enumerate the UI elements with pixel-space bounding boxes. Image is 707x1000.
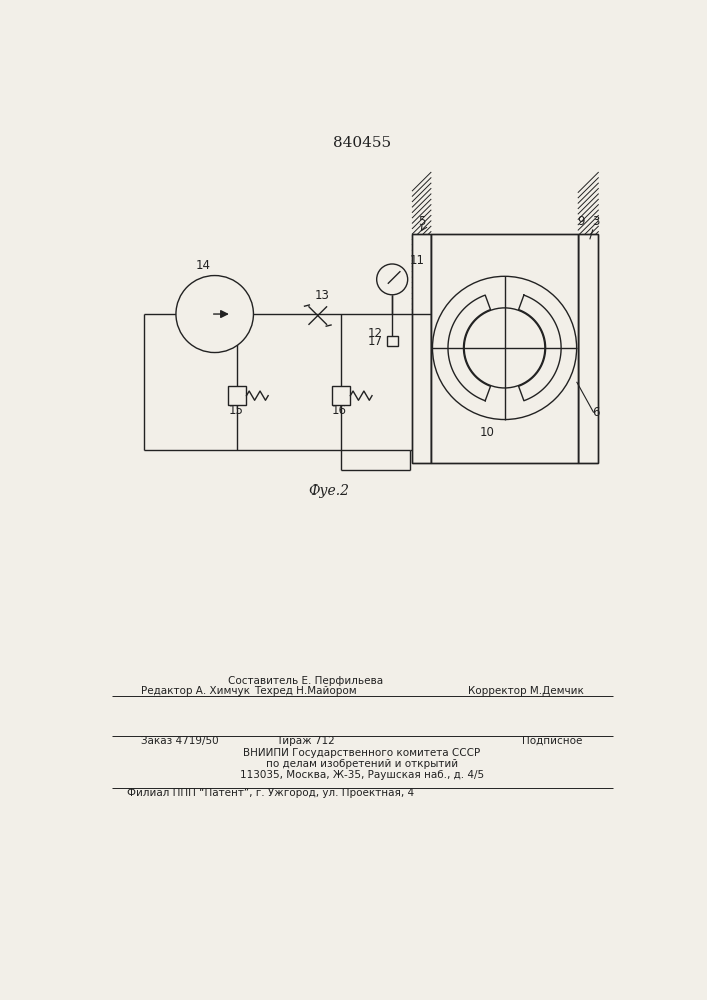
Text: 3: 3 [592,215,600,228]
Bar [578,234,598,463]
Text: по делам изобретений и открытий: по делам изобретений и открытий [266,759,458,769]
Text: 5: 5 [418,215,426,228]
Text: Заказ 4719/50: Заказ 4719/50 [141,736,218,746]
Text: 10: 10 [480,426,495,439]
Text: Техред Н.Майором: Техред Н.Майором [254,686,357,696]
Text: Редактор А. Химчук: Редактор А. Химчук [141,686,250,696]
Text: Корректор М.Демчик: Корректор М.Демчик [468,686,584,696]
Text: 16: 16 [332,404,347,417]
Bar [332,386,351,405]
Text: 14: 14 [196,259,211,272]
Bar [412,234,431,463]
Text: 840455: 840455 [333,136,391,150]
Text: Фуе.2: Фуе.2 [308,484,349,498]
Bar [412,234,431,463]
Text: 6: 6 [592,406,600,419]
Text: Составитель Е. Перфильева: Составитель Е. Перфильева [228,676,383,686]
Text: Филиал ППП “Патент”, г. Ужгород, ул. Проектная, 4: Филиал ППП “Патент”, г. Ужгород, ул. Про… [127,788,414,798]
Text: 9: 9 [578,215,585,228]
Text: 11: 11 [409,254,424,267]
Text: 13: 13 [314,289,329,302]
Bar [431,234,578,463]
Text: 12: 12 [368,327,383,340]
Text: Подписное: Подписное [522,736,583,746]
Bar [228,386,247,405]
Bar [387,336,397,346]
Text: 113035, Москва, Ж-35, Раушская наб., д. 4/5: 113035, Москва, Ж-35, Раушская наб., д. … [240,770,484,780]
Circle shape [377,264,408,295]
Bar [578,234,598,463]
Circle shape [176,276,253,353]
Text: 17: 17 [368,335,383,348]
Text: ВНИИПИ Государственного комитета СССР: ВНИИПИ Государственного комитета СССР [243,748,481,758]
Text: 15: 15 [228,404,243,417]
Text: Тираж 712: Тираж 712 [276,736,334,746]
